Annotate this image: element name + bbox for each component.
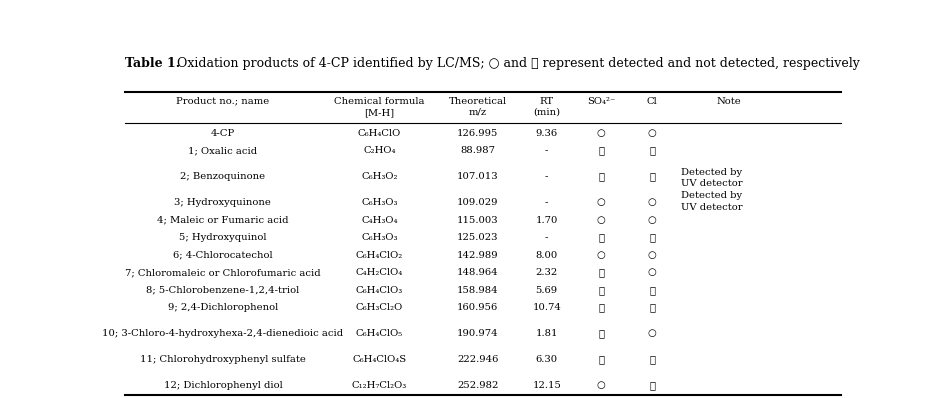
Text: 252.982: 252.982 (457, 381, 499, 390)
Text: ○: ○ (648, 129, 656, 138)
Text: 115.003: 115.003 (456, 216, 499, 225)
Text: C₆H₃O₂: C₆H₃O₂ (362, 172, 397, 181)
Text: ✗: ✗ (598, 329, 605, 338)
Text: Detected by
UV detector
Detected by
UV detector: Detected by UV detector Detected by UV d… (681, 168, 742, 212)
Text: C₆H₄ClO₅: C₆H₄ClO₅ (356, 329, 403, 338)
Text: ○: ○ (648, 198, 656, 207)
Text: ✗: ✗ (649, 381, 655, 390)
Text: 4; Maleic or Fumaric acid: 4; Maleic or Fumaric acid (157, 216, 288, 225)
Text: 125.023: 125.023 (457, 233, 499, 242)
Text: 12; Dichlorophenyl diol: 12; Dichlorophenyl diol (163, 381, 283, 390)
Text: SO₄²⁻: SO₄²⁻ (587, 97, 615, 106)
Text: C₆H₄ClO: C₆H₄ClO (358, 129, 401, 138)
Text: -: - (545, 233, 548, 242)
Text: ✗: ✗ (649, 172, 655, 181)
Text: 2; Benzoquinone: 2; Benzoquinone (180, 172, 266, 181)
Text: ○: ○ (597, 381, 606, 390)
Text: 88.987: 88.987 (460, 146, 495, 155)
Text: -: - (545, 172, 548, 181)
Text: 11; Chlorohydroxyphenyl sulfate: 11; Chlorohydroxyphenyl sulfate (140, 355, 306, 364)
Text: 1.70: 1.70 (535, 216, 558, 225)
Text: C₆H₄ClO₄S: C₆H₄ClO₄S (352, 355, 407, 364)
Text: 190.974: 190.974 (456, 329, 499, 338)
Text: 9; 2,4-Dichlorophenol: 9; 2,4-Dichlorophenol (168, 303, 278, 312)
Text: 8; 5-Chlorobenzene-1,2,4-triol: 8; 5-Chlorobenzene-1,2,4-triol (146, 286, 300, 295)
Text: C₂HO₄: C₂HO₄ (363, 146, 395, 155)
Text: 5.69: 5.69 (535, 286, 558, 295)
Text: ○: ○ (597, 198, 606, 207)
Text: ○: ○ (648, 251, 656, 260)
Text: 222.946: 222.946 (457, 355, 499, 364)
Text: C₆H₄ClO₂: C₆H₄ClO₂ (356, 251, 403, 260)
Text: ✗: ✗ (649, 146, 655, 155)
Text: Table 1.: Table 1. (125, 57, 179, 70)
Text: ✗: ✗ (598, 146, 605, 155)
Text: -: - (545, 146, 548, 155)
Text: 1.81: 1.81 (535, 329, 558, 338)
Text: ✗: ✗ (649, 355, 655, 364)
Text: 12.15: 12.15 (532, 381, 562, 390)
Text: C₆H₃O₃: C₆H₃O₃ (362, 198, 397, 207)
Text: ✗: ✗ (598, 355, 605, 364)
Text: 6; 4-Chlorocatechol: 6; 4-Chlorocatechol (173, 251, 272, 260)
Text: Theoretical
m/z: Theoretical m/z (449, 97, 507, 117)
Text: 7; Chloromaleic or Chlorofumaric acid: 7; Chloromaleic or Chlorofumaric acid (125, 268, 321, 277)
Text: Chemical formula
[M-H]: Chemical formula [M-H] (334, 97, 424, 117)
Text: -: - (545, 198, 548, 207)
Text: ✗: ✗ (598, 268, 605, 277)
Text: 126.995: 126.995 (457, 129, 499, 138)
Text: ✗: ✗ (649, 233, 655, 242)
Text: 10; 3-Chloro-4-hydroxyhexa-2,4-dienedioic acid: 10; 3-Chloro-4-hydroxyhexa-2,4-dienedioi… (102, 329, 344, 338)
Text: C₁₂H₇Cl₂O₃: C₁₂H₇Cl₂O₃ (352, 381, 407, 390)
Text: C₆H₄ClO₃: C₆H₄ClO₃ (356, 286, 403, 295)
Text: ✗: ✗ (649, 286, 655, 295)
Text: 1; Oxalic acid: 1; Oxalic acid (189, 146, 257, 155)
Text: Oxidation products of 4-CP identified by LC/MS; ○ and ✗ represent detected and n: Oxidation products of 4-CP identified by… (174, 57, 860, 70)
Text: ✗: ✗ (598, 286, 605, 295)
Text: ○: ○ (648, 329, 656, 338)
Text: 109.029: 109.029 (457, 198, 499, 207)
Text: Cl: Cl (647, 97, 657, 106)
Text: ✗: ✗ (649, 303, 655, 312)
Text: ✗: ✗ (598, 303, 605, 312)
Text: 9.36: 9.36 (535, 129, 558, 138)
Text: 6.30: 6.30 (535, 355, 558, 364)
Text: RT
(min): RT (min) (533, 97, 561, 117)
Text: 4-CP: 4-CP (210, 129, 235, 138)
Text: 160.956: 160.956 (457, 303, 499, 312)
Text: ✗: ✗ (598, 172, 605, 181)
Text: C₆H₃O₃: C₆H₃O₃ (362, 233, 397, 242)
Text: 8.00: 8.00 (535, 251, 558, 260)
Text: Note: Note (716, 97, 741, 106)
Text: ○: ○ (648, 268, 656, 277)
Text: ○: ○ (648, 216, 656, 225)
Text: 158.984: 158.984 (456, 286, 499, 295)
Text: 3; Hydroxyquinone: 3; Hydroxyquinone (175, 198, 271, 207)
Text: 2.32: 2.32 (535, 268, 558, 277)
Text: 10.74: 10.74 (532, 303, 562, 312)
Text: C₄H₂ClO₄: C₄H₂ClO₄ (356, 268, 403, 277)
Text: 142.989: 142.989 (456, 251, 499, 260)
Text: ✗: ✗ (598, 233, 605, 242)
Text: ○: ○ (597, 216, 606, 225)
Text: 107.013: 107.013 (456, 172, 499, 181)
Text: 148.964: 148.964 (456, 268, 499, 277)
Text: C₄H₃O₄: C₄H₃O₄ (362, 216, 397, 225)
Text: ○: ○ (597, 251, 606, 260)
Text: Product no.; name: Product no.; name (177, 97, 269, 106)
Text: C₆H₃Cl₂O: C₆H₃Cl₂O (356, 303, 403, 312)
Text: ○: ○ (597, 129, 606, 138)
Text: 5; Hydroxyquinol: 5; Hydroxyquinol (179, 233, 267, 242)
